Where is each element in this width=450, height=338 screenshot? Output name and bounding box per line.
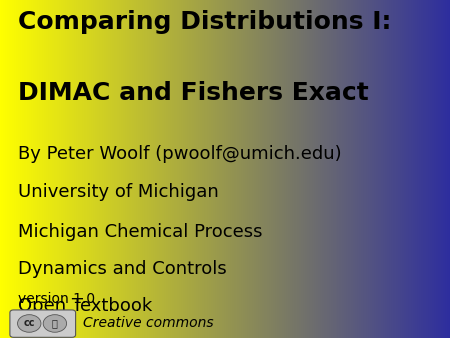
Text: Comparing Distributions I:: Comparing Distributions I: [18, 10, 392, 34]
Text: version 1.0: version 1.0 [18, 292, 95, 306]
Text: Ⓘ: Ⓘ [52, 318, 58, 329]
Text: University of Michigan: University of Michigan [18, 183, 219, 200]
Circle shape [43, 315, 67, 332]
Text: By Peter Woolf (pwoolf@umich.edu): By Peter Woolf (pwoolf@umich.edu) [18, 145, 342, 163]
Text: DIMAC and Fishers Exact: DIMAC and Fishers Exact [18, 81, 369, 105]
Text: Creative commons: Creative commons [83, 316, 214, 331]
Circle shape [18, 315, 41, 332]
Text: Dynamics and Controls: Dynamics and Controls [18, 260, 227, 278]
Text: cc: cc [23, 318, 35, 329]
Text: Michigan Chemical Process: Michigan Chemical Process [18, 223, 262, 241]
FancyBboxPatch shape [10, 310, 76, 337]
Text: Open Textbook: Open Textbook [18, 297, 152, 315]
